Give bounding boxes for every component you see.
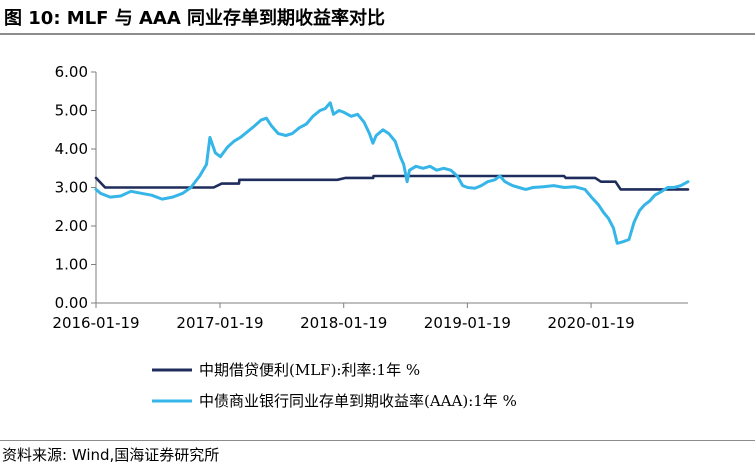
series-group xyxy=(94,101,690,245)
legend-label: 中期借贷便利(MLF):利率:1年 % xyxy=(199,361,420,379)
chart-legend: 中期借贷便利(MLF):利率:1年 % 中债商业银行同业存单到期收益率(AAA):… xyxy=(152,361,517,410)
y-tick-label: 2.00 xyxy=(55,217,88,235)
x-axis-ticks: 2016-01-19 2017-01-19 2018-01-19 2019-01-19… xyxy=(52,303,635,332)
y-axis-ticks: 0.00 1.00 2.00 3.00 4.00 5.00 6.00 xyxy=(55,63,96,312)
y-tick-label: 5.00 xyxy=(55,102,88,120)
figure-title: 图 10: MLF 与 AAA 同业存单到期收益率对比 xyxy=(4,8,386,29)
source-divider xyxy=(0,440,755,441)
source-note: 资料来源: Wind,国海证券研究所 xyxy=(2,446,220,464)
x-tick-label: 2016-01-19 xyxy=(52,314,139,332)
y-tick-label: 4.00 xyxy=(55,140,88,158)
x-tick-label: 2018-01-19 xyxy=(300,314,387,332)
x-tick-label: 2020-01-19 xyxy=(547,314,634,332)
y-tick-label: 6.00 xyxy=(55,63,88,81)
x-tick-label: 2017-01-19 xyxy=(176,314,263,332)
line-chart: 0.001.002.003.004.005.006.00 2016-01-19 2… xyxy=(52,63,690,410)
y-tick-label: 1.00 xyxy=(55,256,88,274)
series-line-mlf xyxy=(94,174,690,191)
y-tick-label: 3.00 xyxy=(55,179,88,197)
y-tick-label: 0.00 xyxy=(55,294,88,312)
legend-label: 中债商业银行同业存单到期收益率(AAA):1年 % xyxy=(199,392,517,410)
series-line-ncd-aaa xyxy=(94,101,690,245)
title-divider xyxy=(0,33,755,35)
x-tick-label: 2019-01-19 xyxy=(424,314,511,332)
